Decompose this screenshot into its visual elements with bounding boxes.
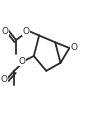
- Text: O: O: [2, 27, 9, 36]
- Text: O: O: [19, 57, 26, 65]
- Text: O: O: [22, 27, 29, 36]
- Text: O: O: [0, 75, 7, 84]
- Text: O: O: [70, 43, 77, 52]
